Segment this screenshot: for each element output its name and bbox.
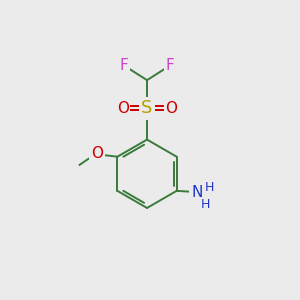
Text: H: H [201, 198, 210, 211]
Text: O: O [117, 101, 129, 116]
Text: N: N [191, 185, 202, 200]
Text: F: F [119, 58, 128, 73]
Text: H: H [205, 181, 214, 194]
Text: O: O [165, 101, 177, 116]
Text: O: O [91, 146, 103, 161]
Text: F: F [166, 58, 175, 73]
Text: S: S [141, 99, 153, 117]
